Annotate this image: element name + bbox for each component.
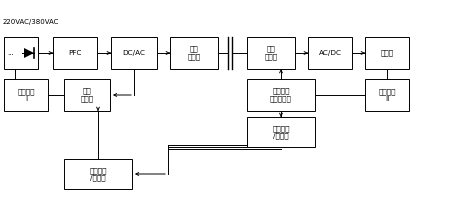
Bar	[247, 117, 315, 147]
Text: 充电模块
提供处理器: 充电模块 提供处理器	[270, 88, 292, 102]
Bar	[111, 37, 157, 69]
Text: AC/DC: AC/DC	[319, 50, 341, 56]
Bar	[308, 37, 352, 69]
Text: ...: ...	[7, 50, 14, 56]
Text: 内部供电
II: 内部供电 II	[378, 88, 396, 102]
Text: 谐振
接收端: 谐振 接收端	[265, 46, 277, 60]
Bar	[365, 37, 409, 69]
Bar	[365, 79, 409, 111]
Polygon shape	[24, 48, 34, 58]
Text: 电池组: 电池组	[380, 50, 393, 56]
Bar	[4, 37, 38, 69]
Text: DC/AC: DC/AC	[122, 50, 145, 56]
Text: 信息发射
/接收端: 信息发射 /接收端	[272, 125, 290, 139]
Bar	[247, 37, 295, 69]
Bar	[53, 37, 97, 69]
Bar	[170, 37, 218, 69]
Bar	[64, 159, 132, 189]
Bar	[4, 79, 48, 111]
Text: 信息接收
/发射端: 信息接收 /发射端	[89, 167, 107, 181]
Bar	[64, 79, 110, 111]
Text: 220VAC/380VAC: 220VAC/380VAC	[3, 19, 59, 25]
Text: PFC: PFC	[68, 50, 82, 56]
Bar	[247, 79, 315, 111]
Text: 信号
处理器: 信号 处理器	[80, 88, 94, 102]
Text: 内部供电
I: 内部供电 I	[17, 88, 35, 102]
Text: 谐振
发射端: 谐振 发射端	[187, 46, 201, 60]
